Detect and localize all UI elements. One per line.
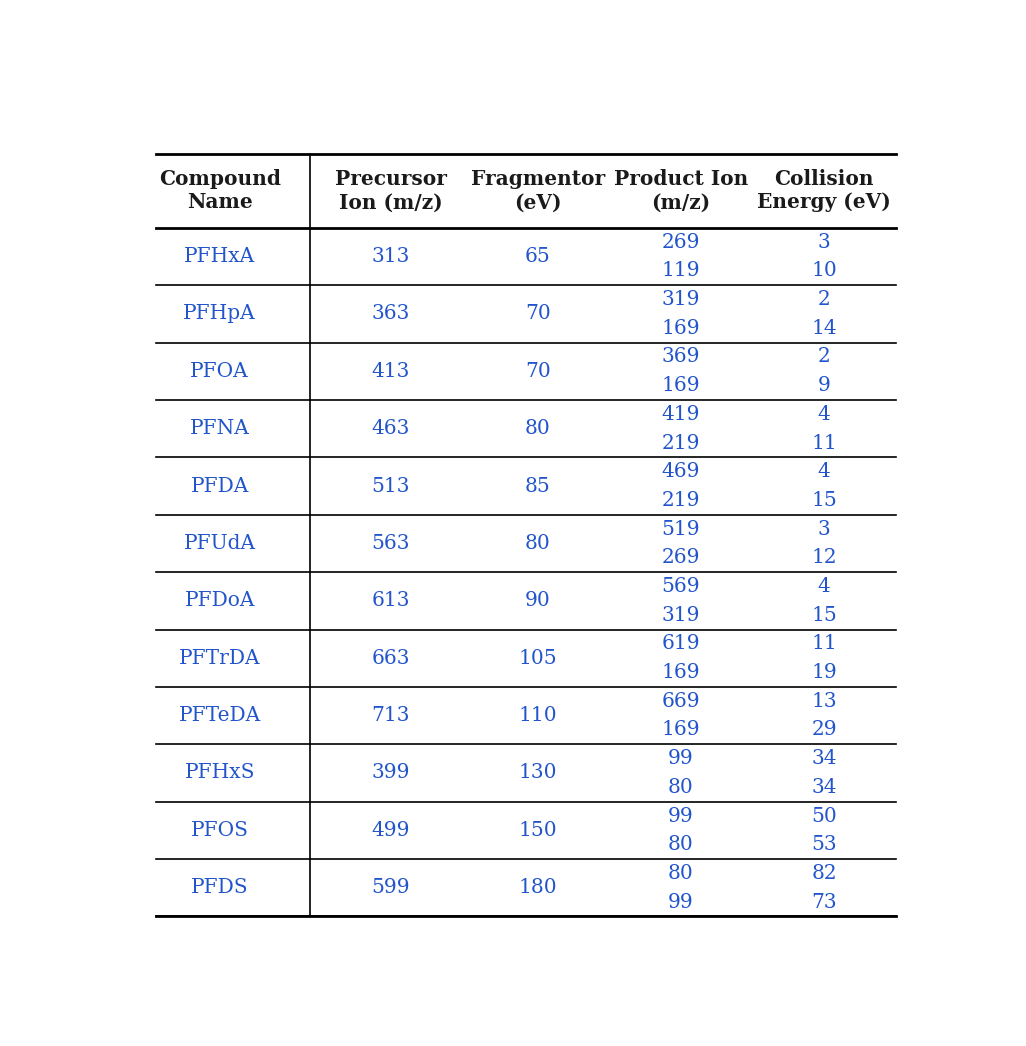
Text: 65: 65: [525, 247, 551, 266]
Text: 713: 713: [371, 706, 410, 725]
Text: PFHpA: PFHpA: [184, 304, 256, 323]
Text: 169: 169: [662, 319, 700, 338]
Text: Fragmentor
(eV): Fragmentor (eV): [471, 169, 604, 212]
Text: 99: 99: [668, 806, 694, 825]
Text: 4: 4: [818, 405, 830, 424]
Text: 599: 599: [371, 879, 410, 897]
Text: PFDA: PFDA: [191, 477, 249, 496]
Text: 29: 29: [812, 721, 837, 740]
Text: 99: 99: [668, 892, 694, 912]
Text: 219: 219: [662, 433, 700, 453]
Text: 80: 80: [525, 419, 551, 438]
Text: 513: 513: [371, 477, 410, 496]
Text: 130: 130: [518, 764, 557, 782]
Text: PFDS: PFDS: [191, 879, 248, 897]
Text: 11: 11: [812, 433, 837, 453]
Text: 269: 269: [662, 548, 700, 567]
Text: 10: 10: [812, 262, 837, 280]
Text: 4: 4: [818, 462, 830, 481]
Text: 105: 105: [518, 649, 557, 667]
Text: PFOS: PFOS: [191, 821, 248, 840]
Text: 11: 11: [812, 634, 837, 654]
Text: 70: 70: [525, 304, 551, 323]
Text: 563: 563: [371, 533, 410, 553]
Text: PFHxA: PFHxA: [184, 247, 255, 266]
Text: 413: 413: [371, 362, 409, 381]
Text: 269: 269: [662, 232, 700, 252]
Text: 53: 53: [812, 835, 837, 855]
Text: Compound
Name: Compound Name: [159, 169, 281, 212]
Text: 13: 13: [812, 691, 837, 710]
Text: 34: 34: [812, 778, 837, 797]
Text: 469: 469: [662, 462, 700, 481]
Text: 50: 50: [812, 806, 837, 825]
Text: 219: 219: [662, 491, 700, 509]
Text: 419: 419: [662, 405, 700, 424]
Text: PFHxS: PFHxS: [185, 764, 254, 782]
Text: PFOA: PFOA: [190, 362, 249, 381]
Text: 119: 119: [662, 262, 700, 280]
Text: 613: 613: [371, 591, 410, 610]
Text: 663: 663: [371, 649, 410, 667]
Text: 313: 313: [371, 247, 409, 266]
Text: 363: 363: [371, 304, 409, 323]
Text: 34: 34: [812, 749, 837, 768]
Text: 2: 2: [818, 290, 830, 309]
Text: 619: 619: [662, 634, 700, 654]
Text: 169: 169: [662, 721, 700, 740]
Text: 110: 110: [518, 706, 557, 725]
Text: PFUdA: PFUdA: [184, 533, 255, 553]
Text: 463: 463: [371, 419, 409, 438]
Text: 14: 14: [812, 319, 837, 338]
Text: PFDoA: PFDoA: [185, 591, 254, 610]
Text: 99: 99: [668, 749, 694, 768]
Text: 2: 2: [818, 347, 830, 366]
Text: 80: 80: [668, 835, 694, 855]
Text: Precursor
Ion (m/z): Precursor Ion (m/z): [334, 169, 446, 212]
Text: 3: 3: [818, 232, 830, 252]
Text: 4: 4: [818, 577, 830, 596]
Text: 90: 90: [525, 591, 551, 610]
Text: 169: 169: [662, 377, 700, 395]
Text: 3: 3: [818, 520, 830, 539]
Text: 82: 82: [812, 864, 837, 883]
Text: PFTrDA: PFTrDA: [179, 649, 261, 667]
Text: 15: 15: [812, 606, 837, 624]
Text: 12: 12: [812, 548, 837, 567]
Text: Collision
Energy (eV): Collision Energy (eV): [757, 169, 891, 212]
Text: 73: 73: [812, 892, 837, 912]
Text: 70: 70: [525, 362, 551, 381]
Text: PFNA: PFNA: [190, 419, 249, 438]
Text: 80: 80: [668, 778, 694, 797]
Text: PFTeDA: PFTeDA: [179, 706, 261, 725]
Text: 15: 15: [812, 491, 837, 509]
Text: 319: 319: [662, 606, 700, 624]
Text: 669: 669: [662, 691, 700, 710]
Text: 150: 150: [518, 821, 557, 840]
Text: 180: 180: [518, 879, 557, 897]
Text: Product Ion
(m/z): Product Ion (m/z): [614, 169, 748, 212]
Text: 569: 569: [662, 577, 700, 596]
Text: 9: 9: [818, 377, 830, 395]
Text: 85: 85: [525, 477, 551, 496]
Text: 319: 319: [662, 290, 700, 309]
Text: 80: 80: [668, 864, 694, 883]
Text: 519: 519: [662, 520, 700, 539]
Text: 369: 369: [662, 347, 700, 366]
Text: 80: 80: [525, 533, 551, 553]
Text: 399: 399: [371, 764, 410, 782]
Text: 19: 19: [812, 663, 837, 682]
Text: 499: 499: [371, 821, 410, 840]
Text: 169: 169: [662, 663, 700, 682]
